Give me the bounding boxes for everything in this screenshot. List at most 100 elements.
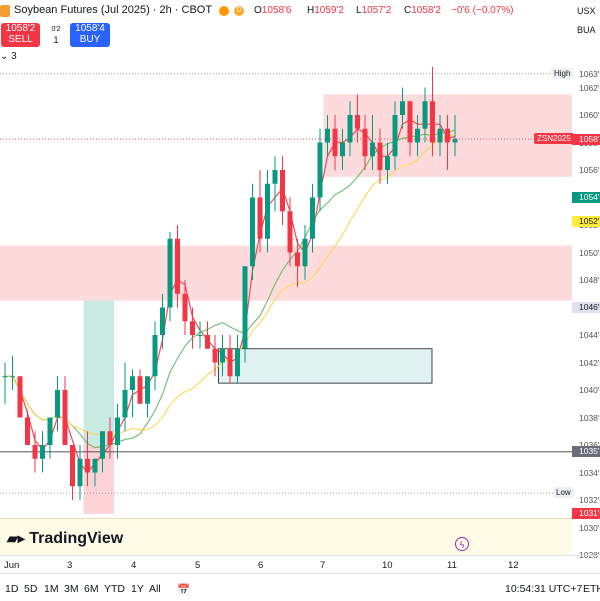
price-tick-label: 1042'0 bbox=[579, 357, 600, 368]
price-tick-label: 1034'0 bbox=[579, 467, 600, 478]
candle-body bbox=[310, 197, 315, 239]
price-tick-label: 1062'0 bbox=[579, 82, 600, 93]
symbol-icon bbox=[0, 5, 10, 17]
timeframe-button-6m[interactable]: 6M bbox=[84, 583, 99, 595]
current-price-badge[interactable]: 1058'2 bbox=[572, 133, 600, 145]
candle-body bbox=[160, 307, 165, 335]
ohlc-high: H1059'2 bbox=[307, 5, 344, 16]
quantity-box[interactable]: 0'2 1 bbox=[46, 24, 66, 46]
ohlc-change: −0'6 (−0.07%) bbox=[451, 5, 514, 16]
candle-body bbox=[407, 101, 413, 143]
candle-body bbox=[2, 376, 8, 378]
chevron-down-icon: ⌄ bbox=[0, 51, 9, 62]
candle-body bbox=[452, 139, 458, 143]
timeframe-button-1m[interactable]: 1M bbox=[44, 583, 59, 595]
green-ma-badge[interactable]: 1054'0 bbox=[572, 192, 600, 203]
candle-body bbox=[385, 156, 390, 170]
low-label: Low bbox=[553, 487, 574, 499]
time-tick-label: 12 bbox=[508, 560, 519, 571]
candle-body bbox=[10, 376, 15, 378]
indicator-toggle[interactable]: ⌄ 3 bbox=[0, 51, 17, 62]
currency-label[interactable]: USX bbox=[577, 6, 596, 16]
symbol-title[interactable]: Soybean Futures (Jul 2025) · 2h · CBOT bbox=[14, 4, 213, 16]
timeframe-button-all[interactable]: All bbox=[149, 583, 161, 595]
timeframe-button-1y[interactable]: 1Y bbox=[131, 583, 144, 595]
tradingview-logo[interactable]: ▰▸ TradingView bbox=[7, 530, 123, 548]
candle-body bbox=[227, 348, 233, 377]
price-tick-label: 1060'0 bbox=[579, 110, 600, 120]
price-tick-label: 1063'0 bbox=[579, 68, 600, 79]
candle-body bbox=[100, 431, 105, 459]
candle-body bbox=[415, 128, 420, 143]
market-status-icon[interactable] bbox=[219, 6, 229, 16]
lightning-icon[interactable]: ϟ bbox=[455, 537, 469, 551]
time-tick-label: 3 bbox=[67, 560, 73, 571]
timeframe-button-1d[interactable]: 1D bbox=[5, 583, 19, 595]
price-tick-label: 1032'0 bbox=[579, 495, 600, 505]
candle-body bbox=[355, 115, 360, 129]
bottom-toolbar: 📅 10:54:31 UTC+7 ETH 1D 5D 1M 3M 6M YTD 1Y All bbox=[0, 573, 600, 601]
buy-button[interactable]: 1058'4 BUY bbox=[70, 23, 110, 47]
session-label[interactable]: ETH bbox=[583, 583, 600, 595]
timeframe-button-3m[interactable]: 3M bbox=[64, 583, 79, 595]
zone-price-badge[interactable]: 1046'0 bbox=[572, 302, 600, 313]
sell-button[interactable]: 1058'2 SELL bbox=[1, 23, 40, 47]
time-tick-label: 5 bbox=[195, 560, 201, 571]
candle-body bbox=[175, 238, 180, 294]
time-tick-label: 10 bbox=[382, 560, 393, 571]
yellow-ma-badge[interactable]: 1052'2 bbox=[572, 216, 600, 228]
price-tick-label: 1038'0 bbox=[579, 412, 600, 423]
low-price-badge[interactable]: 1031'0 bbox=[572, 508, 600, 520]
candle-body bbox=[280, 170, 285, 212]
time-tick-label: 7 bbox=[320, 560, 326, 571]
price-tick-label: 1036'0 bbox=[579, 440, 600, 450]
candle-body bbox=[182, 293, 188, 322]
time-axis[interactable]: Jun 3 4 5 6 7 10 11 12 bbox=[0, 555, 600, 574]
clock-label[interactable]: 10:54:31 UTC+7 bbox=[505, 583, 583, 595]
candle-body bbox=[377, 142, 383, 170]
delayed-data-icon[interactable]: D bbox=[234, 6, 244, 16]
quote-mode-label[interactable]: BUA bbox=[577, 25, 596, 35]
candle-body bbox=[47, 417, 53, 445]
price-tick-label: 1056'0 bbox=[579, 165, 600, 175]
high-label: High bbox=[551, 67, 574, 79]
time-tick-label: 11 bbox=[447, 560, 457, 571]
price-axis[interactable]: 1063'01062'01060'01058'01056'01054'01052… bbox=[572, 60, 600, 560]
price-tick-label: 1048'0 bbox=[579, 275, 600, 285]
candle-body bbox=[115, 417, 120, 445]
timeframe-button-5d[interactable]: 5D bbox=[24, 583, 38, 595]
candle-body bbox=[92, 458, 98, 473]
candle-body bbox=[77, 458, 83, 487]
time-tick-label: 6 bbox=[258, 560, 264, 571]
candle-body bbox=[32, 445, 38, 459]
buy-label: BUY bbox=[79, 34, 101, 45]
candle-body bbox=[317, 142, 323, 198]
price-tick-label: 1044'0 bbox=[579, 330, 600, 340]
timeframe-button-ytd[interactable]: YTD bbox=[104, 583, 125, 595]
quantity-value: 1 bbox=[53, 35, 59, 45]
candle-body bbox=[25, 417, 30, 445]
candle-body bbox=[430, 101, 435, 143]
candle-body bbox=[295, 252, 300, 267]
time-tick-label: 4 bbox=[131, 560, 137, 571]
candle-body bbox=[302, 238, 308, 267]
level-price-badge[interactable]: 1035'4 bbox=[572, 446, 600, 458]
candle-body bbox=[107, 431, 113, 445]
candle-body bbox=[70, 445, 75, 487]
candle-body bbox=[17, 376, 23, 418]
candle-body bbox=[242, 266, 248, 349]
candle-body bbox=[340, 142, 345, 157]
candle-body bbox=[347, 115, 353, 143]
candle-body bbox=[152, 335, 158, 377]
price-chart[interactable] bbox=[0, 60, 572, 555]
candle-body bbox=[257, 197, 263, 239]
calendar-icon[interactable]: 📅 bbox=[177, 584, 191, 596]
candle-body bbox=[190, 321, 195, 335]
ohlc-close: C1058'2 bbox=[404, 5, 441, 16]
indicator-count: 3 bbox=[11, 51, 17, 62]
candle-body bbox=[437, 128, 443, 143]
candle-body bbox=[137, 376, 143, 404]
ohlc-open: O1058'6 bbox=[254, 5, 292, 16]
candle-body bbox=[370, 142, 375, 157]
candle-body bbox=[122, 390, 128, 418]
